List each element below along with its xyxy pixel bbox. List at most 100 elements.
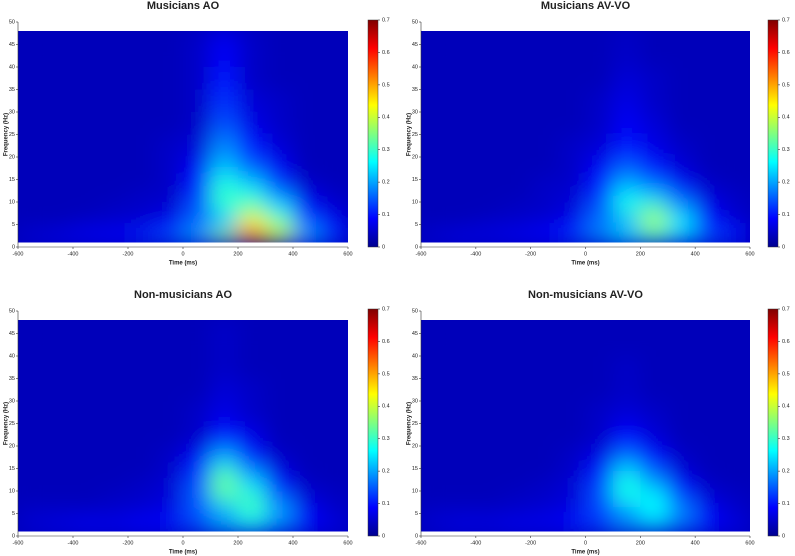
y-tick-label: 30 bbox=[9, 398, 15, 404]
heatmap-cell bbox=[128, 378, 156, 402]
colorbar-tick-label: 0.1 bbox=[382, 212, 390, 218]
heatmap-cell bbox=[210, 320, 239, 357]
heatmap-cell bbox=[530, 504, 559, 519]
heatmap-cell bbox=[100, 464, 129, 478]
y-tick-label: 50 bbox=[9, 308, 15, 314]
heatmap-cell bbox=[695, 518, 724, 532]
heatmap-cell bbox=[320, 401, 348, 424]
heatmap-cell bbox=[155, 504, 184, 519]
colorbar-tick-label: 0.4 bbox=[382, 115, 390, 121]
heatmap-cell bbox=[475, 464, 504, 478]
colorbar bbox=[367, 308, 379, 537]
heatmap-cell bbox=[695, 67, 724, 90]
heatmap-cell bbox=[448, 356, 477, 379]
heatmap-cell bbox=[667, 518, 696, 532]
heatmap-cell bbox=[320, 175, 348, 189]
heatmap-cell bbox=[183, 89, 211, 113]
heatmap-cell bbox=[640, 175, 669, 189]
heatmap-cell bbox=[100, 518, 129, 532]
colorbar-tick-label: 0.4 bbox=[382, 404, 390, 410]
heatmap-cell bbox=[558, 188, 586, 203]
heatmap-cell bbox=[530, 67, 559, 90]
heatmap-cell bbox=[558, 378, 586, 402]
heatmap-cell bbox=[320, 464, 348, 478]
heatmap-cell bbox=[128, 356, 156, 379]
chart-title: Non-musicians AO bbox=[134, 289, 232, 301]
heatmap-cell bbox=[448, 423, 477, 447]
heatmap-cell bbox=[45, 134, 74, 158]
heatmap-cell bbox=[421, 446, 449, 465]
heatmap-cell bbox=[667, 67, 696, 90]
heatmap-cells bbox=[421, 320, 750, 532]
y-tick-label: 30 bbox=[412, 398, 418, 404]
heatmap-cell bbox=[238, 356, 266, 379]
heatmap-cell bbox=[421, 67, 449, 90]
heatmap-cell bbox=[421, 202, 449, 216]
colorbar-tick-label: 0.7 bbox=[782, 17, 790, 23]
colorbar-tick-label: 0 bbox=[782, 533, 785, 539]
x-axis-label: Time (ms) bbox=[169, 261, 197, 267]
colorbar-tick-label: 0.2 bbox=[382, 180, 390, 186]
panel: -600 -400 -200 0 200 400 600 0 5 10 15 20 25 30 35 40 45… bbox=[407, 0, 790, 267]
heatmap-cell bbox=[320, 320, 348, 357]
heatmap-cell bbox=[448, 320, 477, 357]
heatmap-cell bbox=[640, 518, 669, 532]
heatmap-cell bbox=[183, 477, 211, 492]
heatmap-cell bbox=[612, 188, 641, 203]
heatmap-cell bbox=[210, 67, 239, 90]
heatmap-cells bbox=[18, 31, 348, 243]
colorbar-tick-label: 0 bbox=[782, 244, 785, 250]
heatmap-cell bbox=[612, 504, 641, 519]
heatmap-cell bbox=[530, 446, 559, 465]
heatmap-cell bbox=[421, 157, 449, 176]
heatmap-cell bbox=[128, 112, 156, 135]
y-tick-label: 5 bbox=[415, 511, 418, 517]
heatmap-cell bbox=[100, 175, 129, 189]
heatmap-cell bbox=[155, 188, 184, 203]
heatmap-cell bbox=[18, 134, 46, 158]
heatmap-cell bbox=[722, 188, 750, 203]
y-tick-label: 15 bbox=[412, 466, 418, 472]
heatmap-area bbox=[421, 31, 750, 243]
heatmap-cell bbox=[210, 477, 239, 492]
heatmap-cell bbox=[585, 423, 614, 447]
x-tick-label: 0 bbox=[181, 251, 184, 257]
heatmap-cell bbox=[100, 31, 129, 68]
heatmap-cell bbox=[612, 491, 641, 505]
heatmap-cell bbox=[421, 464, 449, 478]
y-tick-label: 0 bbox=[415, 533, 418, 539]
heatmap-cell bbox=[238, 423, 266, 447]
heatmap-cell bbox=[293, 229, 321, 243]
heatmap-cell bbox=[475, 477, 504, 492]
heatmap-cell bbox=[100, 477, 129, 492]
y-tick-label: 25 bbox=[412, 132, 418, 138]
colorbar bbox=[767, 19, 779, 248]
colorbar-tick-label: 0.5 bbox=[382, 82, 390, 88]
x-tick-label: -400 bbox=[67, 540, 78, 546]
heatmap-cell bbox=[293, 31, 321, 68]
y-tick-label: 5 bbox=[415, 222, 418, 228]
heatmap-cell bbox=[421, 320, 449, 357]
heatmap-cell bbox=[45, 175, 74, 189]
heatmap-cell bbox=[530, 378, 559, 402]
heatmap-cell bbox=[640, 423, 669, 447]
heatmap-cell bbox=[585, 67, 614, 90]
heatmap-cell bbox=[238, 446, 266, 465]
y-tick-label: 35 bbox=[9, 376, 15, 382]
heatmap-cell bbox=[695, 356, 724, 379]
heatmap-cell bbox=[503, 229, 532, 243]
heatmap-cell bbox=[238, 202, 266, 216]
heatmap-cell bbox=[558, 202, 586, 216]
heatmap-cell bbox=[45, 112, 74, 135]
heatmap-cell bbox=[503, 518, 532, 532]
heatmap-cell bbox=[722, 477, 750, 492]
heatmap-cell bbox=[558, 89, 586, 113]
heatmap-cell bbox=[722, 202, 750, 216]
heatmap-cell bbox=[722, 134, 750, 158]
heatmap-cell bbox=[238, 31, 266, 68]
heatmap-cell bbox=[612, 134, 641, 158]
heatmap-cell bbox=[155, 202, 184, 216]
heatmap-cell bbox=[695, 504, 724, 519]
heatmap-cell bbox=[475, 401, 504, 424]
heatmap-cell bbox=[183, 67, 211, 90]
